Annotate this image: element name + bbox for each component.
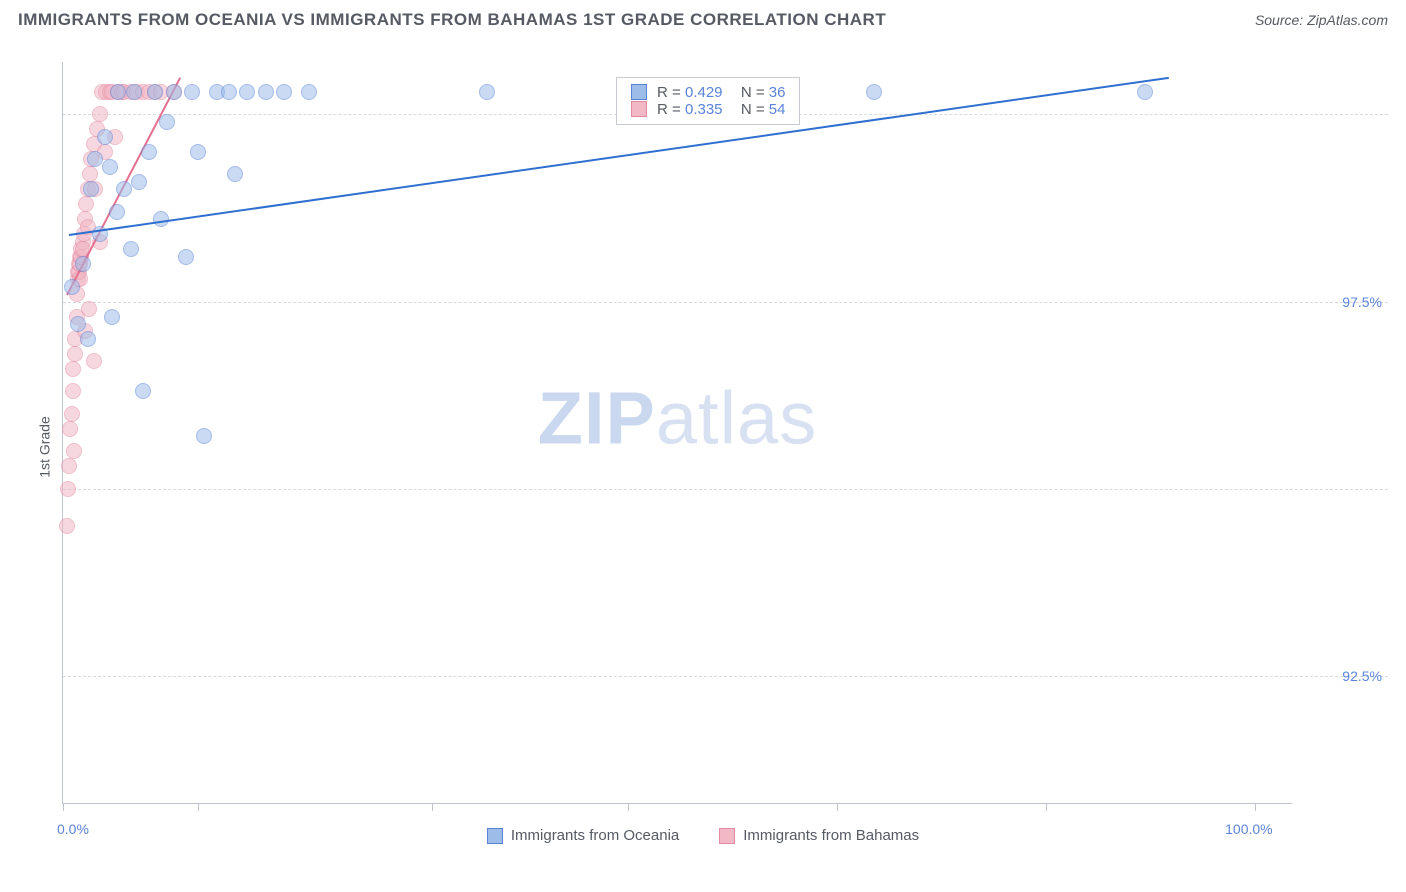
stats-swatch-icon [631, 101, 647, 117]
data-point [80, 331, 96, 347]
y-axis-label: 1st Grade [37, 416, 53, 477]
data-point [239, 84, 255, 100]
x-tick [837, 803, 838, 811]
data-point [123, 241, 139, 257]
data-point [147, 84, 163, 100]
legend-swatch-icon [487, 828, 503, 844]
stat-n-label: N = 36 [733, 84, 786, 101]
data-point [866, 84, 882, 100]
data-point [190, 144, 206, 160]
data-point [60, 481, 76, 497]
data-point [83, 181, 99, 197]
data-point [66, 443, 82, 459]
data-point [184, 84, 200, 100]
data-point [75, 256, 91, 272]
stats-row: R = 0.429 N = 36 [631, 84, 785, 101]
watermark: ZIPatlas [538, 375, 817, 460]
data-point [78, 196, 94, 212]
data-point [110, 84, 126, 100]
chart-title: IMMIGRANTS FROM OCEANIA VS IMMIGRANTS FR… [18, 10, 886, 30]
data-point [104, 309, 120, 325]
x-tick [628, 803, 629, 811]
y-tick-label: 92.5% [1342, 668, 1382, 684]
legend: Immigrants from Oceania Immigrants from … [18, 827, 1388, 844]
x-tick [63, 803, 64, 811]
gridline [63, 676, 1388, 677]
data-point [64, 279, 80, 295]
stats-box: R = 0.429 N = 36R = 0.335 N = 54 [616, 77, 800, 125]
data-point [65, 361, 81, 377]
data-point [141, 144, 157, 160]
data-point [64, 406, 80, 422]
gridline [63, 302, 1388, 303]
x-tick [1255, 803, 1256, 811]
data-point [196, 428, 212, 444]
chart-container: 1st Grade ZIPatlas 92.5%97.5%0.0%100.0%R… [18, 42, 1388, 852]
data-point [109, 204, 125, 220]
data-point [59, 518, 75, 534]
data-point [97, 129, 113, 145]
data-point [116, 181, 132, 197]
x-tick [432, 803, 433, 811]
data-point [276, 84, 292, 100]
data-point [301, 84, 317, 100]
x-tick [1046, 803, 1047, 811]
data-point [479, 84, 495, 100]
data-point [258, 84, 274, 100]
data-point [221, 84, 237, 100]
data-point [62, 421, 78, 437]
data-point [159, 114, 175, 130]
data-point [131, 174, 147, 190]
stats-row: R = 0.335 N = 54 [631, 101, 785, 118]
data-point [70, 316, 86, 332]
legend-label: Immigrants from Oceania [511, 827, 679, 844]
stats-swatch-icon [631, 84, 647, 100]
source-link[interactable]: ZipAtlas.com [1307, 12, 1388, 28]
data-point [178, 249, 194, 265]
x-tick [198, 803, 199, 811]
data-point [65, 383, 81, 399]
data-point [86, 353, 102, 369]
legend-swatch-icon [719, 828, 735, 844]
data-point [67, 346, 83, 362]
data-point [126, 84, 142, 100]
legend-label: Immigrants from Bahamas [743, 827, 919, 844]
data-point [92, 106, 108, 122]
source-label: Source: ZipAtlas.com [1255, 12, 1388, 28]
data-point [61, 458, 77, 474]
data-point [81, 301, 97, 317]
data-point [82, 166, 98, 182]
data-point [227, 166, 243, 182]
data-point [87, 151, 103, 167]
legend-item-bahamas: Immigrants from Bahamas [719, 827, 919, 844]
legend-item-oceania: Immigrants from Oceania [487, 827, 679, 844]
stat-n-label: N = 54 [733, 101, 786, 118]
data-point [135, 383, 151, 399]
stat-r-label: R = 0.335 [657, 101, 722, 118]
gridline [63, 489, 1388, 490]
data-point [102, 159, 118, 175]
plot-area: ZIPatlas 92.5%97.5%0.0%100.0%R = 0.429 N… [62, 62, 1292, 804]
data-point [1137, 84, 1153, 100]
data-point [166, 84, 182, 100]
stat-r-label: R = 0.429 [657, 84, 722, 101]
y-tick-label: 97.5% [1342, 294, 1382, 310]
